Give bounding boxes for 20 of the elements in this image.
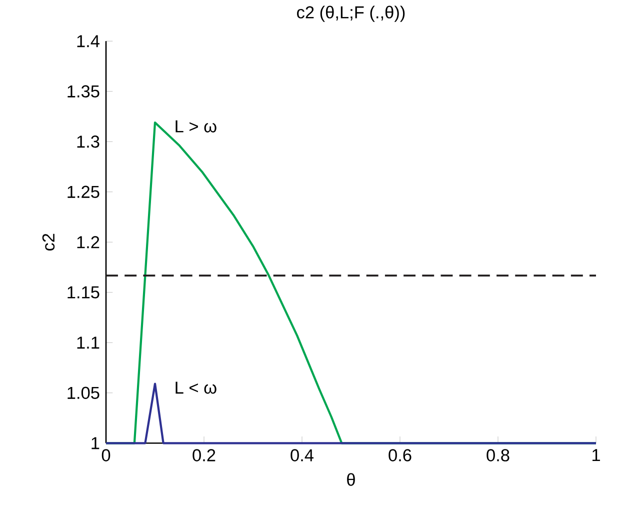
- x-tick-label: 0: [102, 449, 110, 462]
- y-tick-label: 1.4: [77, 35, 100, 48]
- y-tick-label: 1.1: [77, 336, 100, 349]
- y-tick-label: 1.25: [68, 186, 100, 198]
- y-tick-label: 1.2: [77, 236, 100, 248]
- x-tick-label: 0.8: [486, 449, 510, 462]
- x-axis-title: θ: [347, 473, 355, 486]
- y-axis-title: c2: [42, 234, 55, 250]
- y-tick-label: 1.15: [68, 286, 100, 298]
- annotation: L < ω: [176, 382, 216, 394]
- x-tick-label: 0.2: [192, 449, 216, 462]
- annotation: L > ω: [176, 120, 216, 132]
- x-tick-label: 1: [592, 449, 600, 461]
- y-tick-label: 1: [92, 437, 100, 450]
- y-tick-label: 1.3: [77, 135, 100, 148]
- chart-title: c2 (θ,L;F (.,θ)): [297, 6, 405, 22]
- x-tick-label: 0.6: [388, 449, 412, 462]
- y-tick-label: 1.35: [68, 85, 100, 98]
- x-tick-label: 0.4: [290, 449, 314, 462]
- y-tick-label: 1.05: [68, 386, 100, 399]
